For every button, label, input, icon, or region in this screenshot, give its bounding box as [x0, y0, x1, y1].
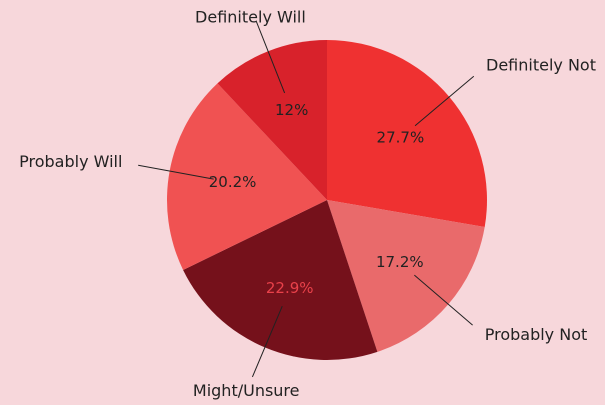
leader-line [414, 274, 473, 326]
category-label: Definitely Will [195, 8, 306, 27]
value-label: 22.9% [266, 279, 314, 297]
leader-line [414, 75, 475, 127]
value-label: 12% [275, 101, 308, 119]
leader-line [255, 21, 286, 94]
leader-line [138, 164, 214, 180]
value-label: 20.2% [209, 173, 257, 191]
value-label: 27.7% [377, 129, 425, 147]
pie-slice [327, 40, 487, 228]
pie-slice [166, 83, 327, 270]
pie-slice [183, 200, 378, 360]
category-label: Probably Will [19, 152, 122, 171]
pie-slice [327, 200, 485, 352]
leader-line [251, 305, 283, 378]
category-label: Probably Not [485, 325, 588, 344]
category-label: Definitely Not [486, 55, 596, 74]
value-label: 17.2% [376, 253, 424, 271]
pie-slice [217, 40, 327, 200]
category-label: Might/Unsure [193, 381, 300, 400]
